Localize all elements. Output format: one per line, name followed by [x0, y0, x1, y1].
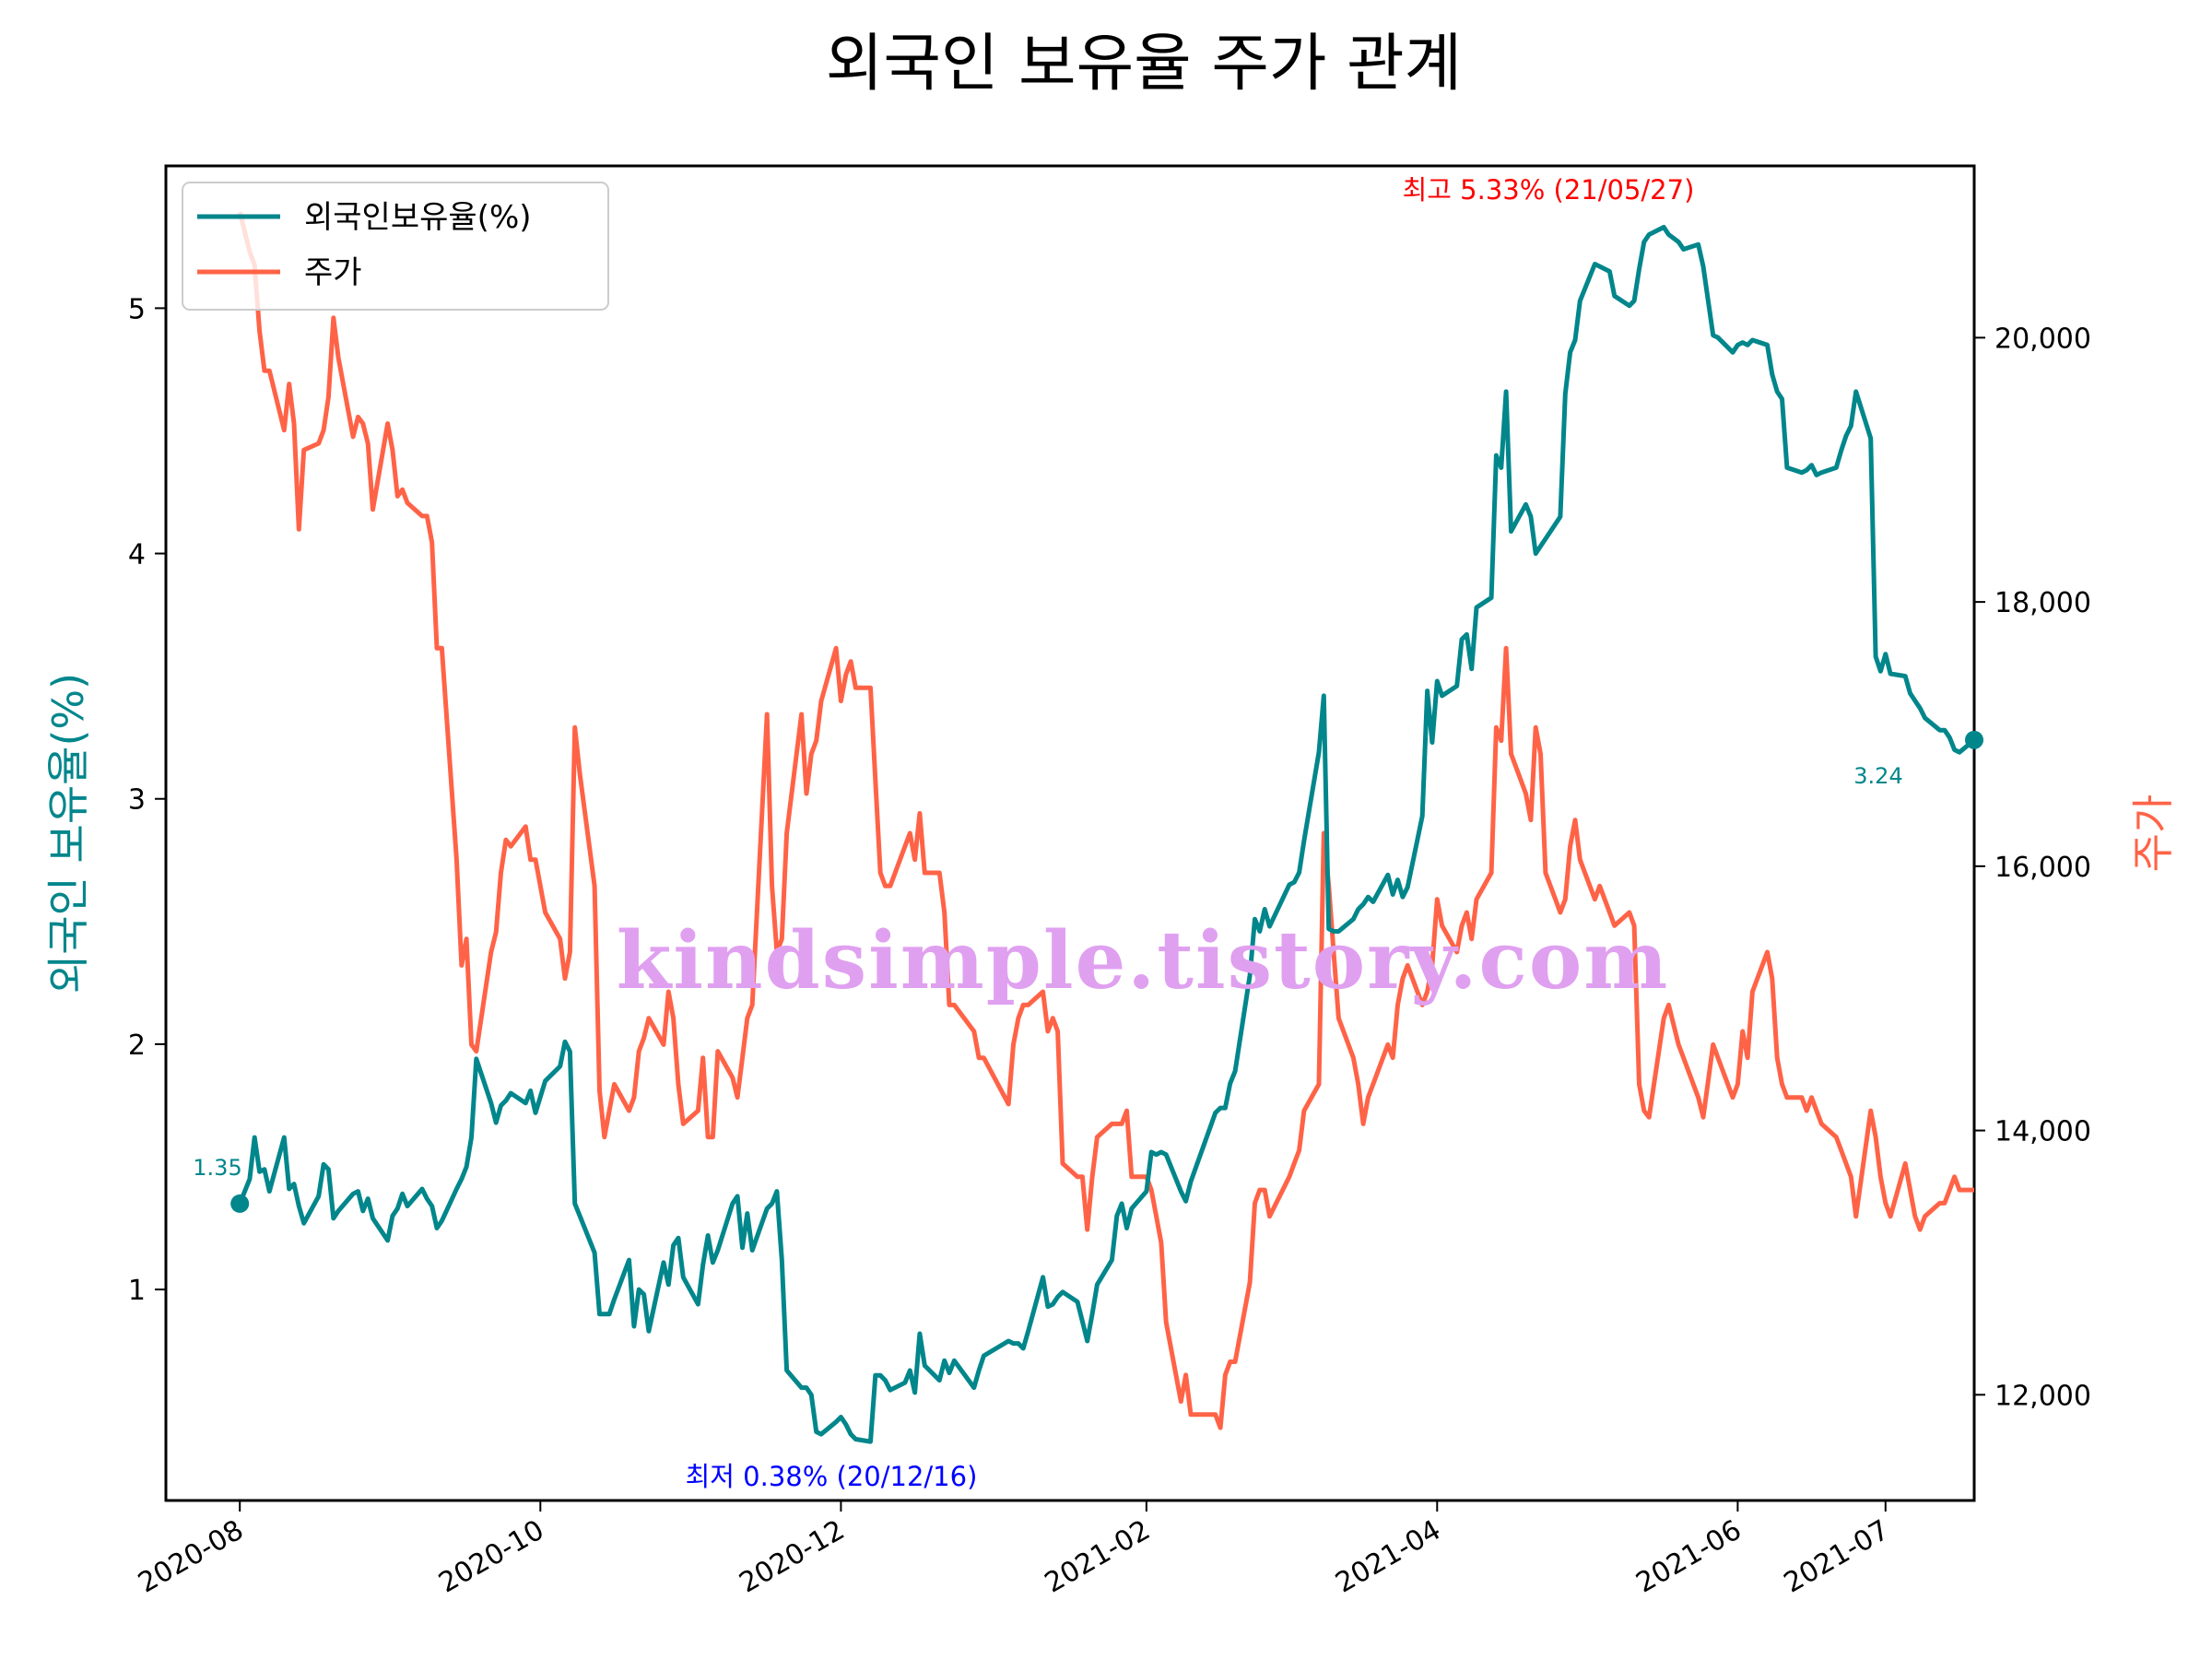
watermark-text: kindsimple.tistory.com	[617, 914, 1669, 1007]
x-tick-label: 2021-07	[1779, 1514, 1895, 1600]
x-tick-label: 2020-08	[133, 1514, 249, 1600]
max-annotation: 최고 5.33% (21/05/27)	[1403, 174, 1695, 206]
x-tick-label: 2020-10	[433, 1514, 549, 1600]
left-y-tick-label: 3	[128, 784, 146, 817]
left-y-tick-label: 4	[128, 539, 146, 571]
legend: 외국인보유율(%) 주가	[182, 182, 609, 311]
legend-label-foreign: 외국인보유율(%)	[304, 199, 532, 236]
end-value-label: 3.24	[1853, 763, 1902, 789]
x-tick-label: 2021-02	[1040, 1514, 1156, 1600]
x-tick-label: 2021-04	[1330, 1514, 1446, 1600]
x-axis-ticks: 2020-08 2020-10 2020-12 2021-02 2021-04 2021-…	[133, 1500, 1895, 1600]
series-line-foreign-ownership	[237, 225, 1976, 1444]
legend-label-price: 주가	[304, 254, 362, 291]
min-annotation: 최저 0.38% (20/12/16)	[686, 1461, 978, 1492]
chart-title: 외국인 보유율 주가 관계	[826, 28, 1462, 100]
right-y-axis-ticks: 12,000 14,000 16,000 18,000 20,000	[1974, 323, 2091, 1412]
right-y-tick-label: 18,000	[1994, 587, 2091, 619]
x-tick-label: 2020-12	[734, 1514, 850, 1600]
left-y-tick-label: 1	[128, 1275, 146, 1307]
x-tick-label: 2021-06	[1630, 1514, 1747, 1600]
right-y-tick-label: 14,000	[1994, 1116, 2091, 1148]
start-point-marker	[230, 1194, 250, 1213]
end-point-marker	[1965, 730, 1983, 749]
right-y-tick-label: 20,000	[1994, 323, 2091, 355]
plot-frame	[164, 164, 1976, 1502]
right-y-axis-label: 주가	[2128, 794, 2178, 873]
right-y-tick-label: 12,000	[1994, 1380, 2091, 1412]
start-value-label: 1.35	[193, 1155, 241, 1181]
series-line-stock-price	[237, 211, 1974, 1430]
series-layer	[230, 211, 1983, 1444]
right-y-tick-label: 16,000	[1994, 852, 2091, 884]
annotations: 최고 5.33% (21/05/27) 최저 0.38% (20/12/16) …	[193, 174, 1902, 1492]
left-y-axis-label: 외국인 보유율(%)	[43, 673, 93, 994]
left-y-axis-ticks: 1 2 3 4 5	[128, 293, 166, 1307]
left-y-tick-label: 2	[128, 1030, 146, 1062]
left-y-tick-label: 5	[128, 293, 146, 325]
legend-box	[182, 182, 609, 311]
